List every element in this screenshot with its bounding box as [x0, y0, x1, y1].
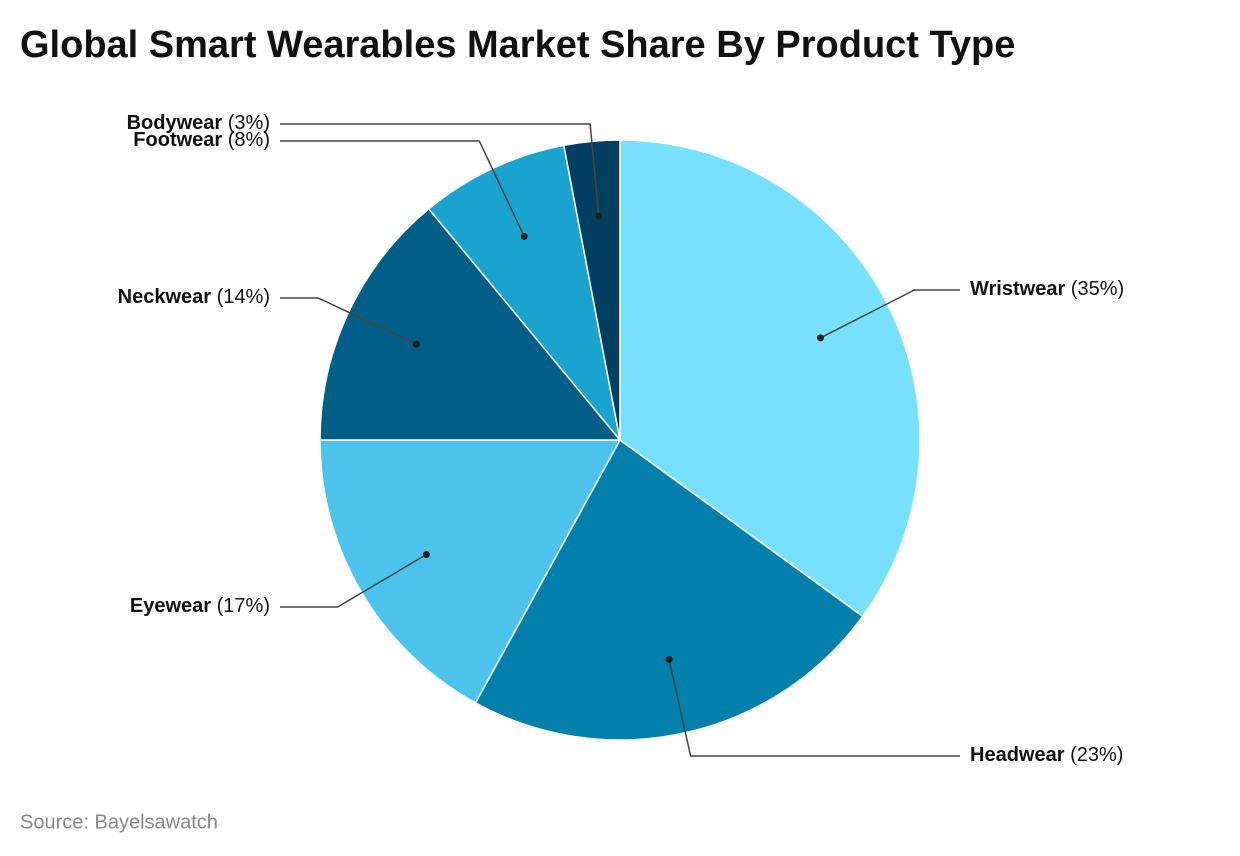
leader-line [280, 123, 600, 217]
source: Source: Bayelsawatch [20, 811, 218, 833]
leader-line [820, 289, 960, 339]
data-label: Footwear (8%) [133, 129, 270, 151]
leader-dot [595, 212, 603, 220]
label-value: (17%) [217, 595, 270, 617]
data-label: Headwear (23%) [970, 744, 1123, 766]
data-label: Neckwear (14%) [118, 286, 270, 308]
label-value: (3%) [228, 112, 270, 134]
label-value: (14%) [217, 286, 270, 308]
chart-title: Global Smart Wearables Market Share By P… [20, 24, 1015, 66]
label-name: Footwear [133, 129, 222, 151]
data-label: Wristwear (35%) [970, 278, 1124, 300]
data-label: Bodywear (3%) [127, 112, 270, 134]
leader-line [280, 297, 417, 345]
label-name: Neckwear [118, 286, 212, 308]
label-value: (8%) [228, 129, 270, 151]
leader-line [668, 659, 960, 757]
label-name: Wristwear [970, 278, 1065, 300]
data-label: Eyewear (17%) [130, 595, 270, 617]
leader-dot [520, 232, 528, 240]
label-name: Headwear [970, 744, 1065, 766]
label-value: (35%) [1071, 278, 1124, 300]
leader-dot [816, 334, 824, 342]
label-name: Eyewear [130, 595, 211, 617]
leader-dot [665, 656, 673, 664]
leader-line [280, 140, 525, 237]
label-value: (23%) [1070, 744, 1123, 766]
label-name: Bodywear [127, 112, 223, 134]
leader-line [280, 553, 427, 608]
leader-dot [422, 551, 430, 559]
leader-dot [412, 340, 420, 348]
